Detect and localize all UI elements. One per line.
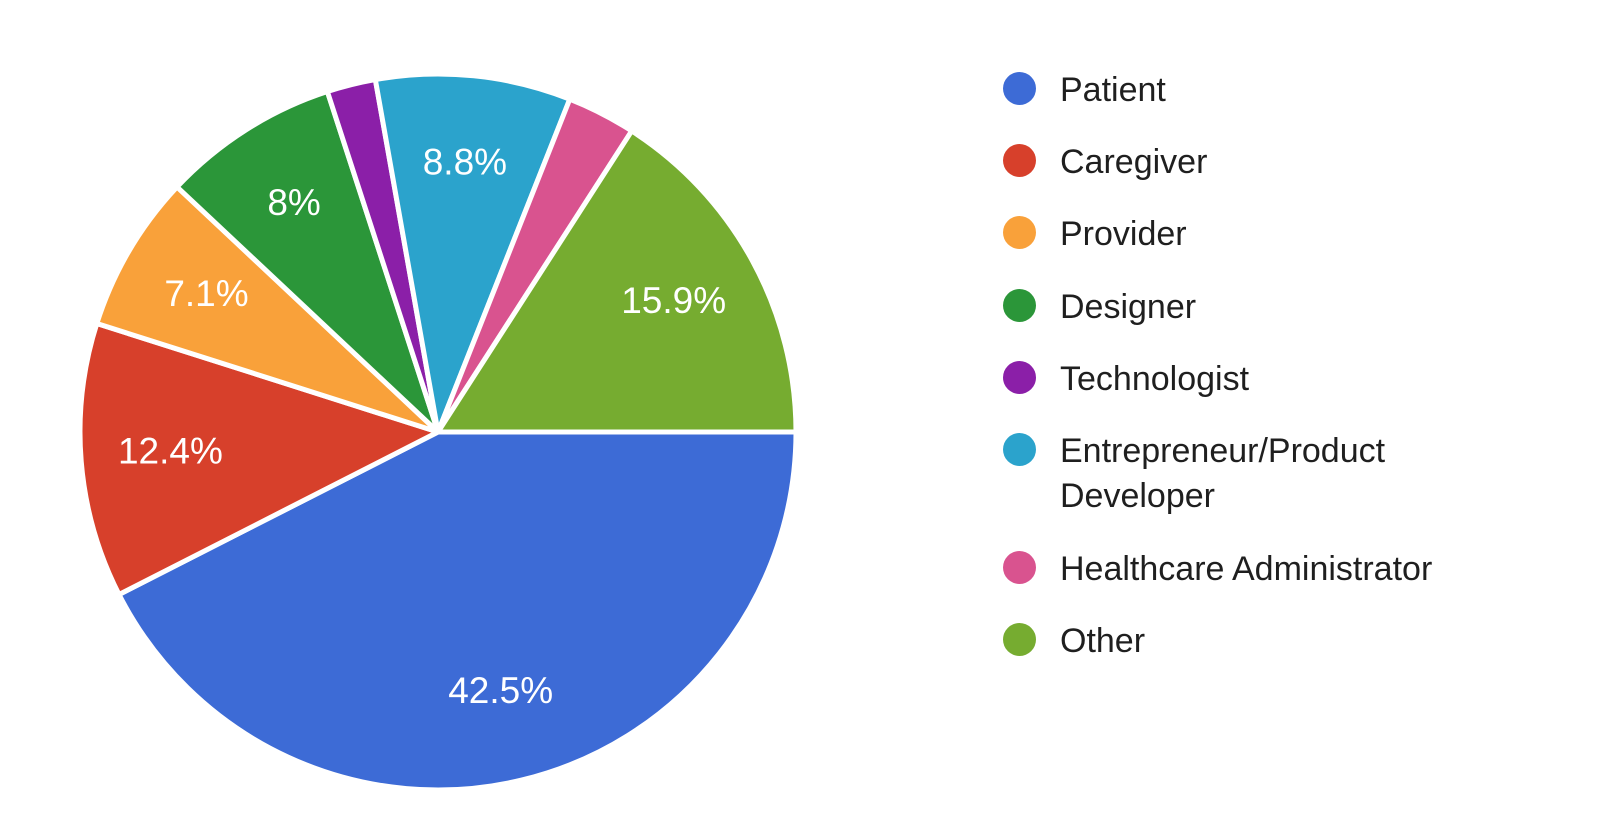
legend-item: Provider xyxy=(1003,212,1520,257)
legend-swatch-icon xyxy=(1003,144,1036,178)
slice-percent-label: 8.8% xyxy=(423,142,507,183)
legend-label: Technologist xyxy=(1060,359,1250,398)
legend-item: Entrepreneur/Product Developer xyxy=(1003,429,1520,519)
legend-label: Designer xyxy=(1060,287,1197,326)
legend-label: Provider xyxy=(1060,215,1187,254)
slice-percent-label: 8% xyxy=(267,182,320,223)
legend-label: Other xyxy=(1060,621,1146,660)
slice-percent-label: 7.1% xyxy=(164,273,248,314)
pie-slice-provider xyxy=(94,184,441,435)
pie-chart: 42.5% 12.4% 7.1% 8% 8.8% 15.9% xyxy=(77,71,799,793)
chart-legend: Patient Caregiver Provider Designer Technolo… xyxy=(1003,68,1520,664)
legend-label: Caregiver xyxy=(1060,143,1208,182)
legend-label: Healthcare Administrator xyxy=(1060,549,1433,588)
legend-item: Designer xyxy=(1003,285,1520,330)
pie-slice-patient xyxy=(116,429,799,793)
legend-swatch-icon xyxy=(1003,550,1036,584)
pie-slice-designer xyxy=(174,89,441,435)
legend-label: Patient xyxy=(1060,71,1166,109)
pie-svg: 42.5% 12.4% 7.1% 8% 8.8% 15.9% xyxy=(77,71,799,793)
pie-slice-other xyxy=(435,128,799,435)
legend-swatch-icon xyxy=(1003,288,1036,322)
legend-item: Patient xyxy=(1003,68,1520,113)
legend-item: Healthcare Administrator xyxy=(1003,547,1520,592)
pie-slice-caregiver xyxy=(77,321,441,598)
legend-item: Other xyxy=(1003,619,1520,664)
legend-swatch-icon xyxy=(1003,216,1036,250)
legend-swatch-icon xyxy=(1003,72,1036,105)
slice-percent-label: 42.5% xyxy=(448,670,553,711)
slice-percent-label: 12.4% xyxy=(118,431,223,472)
legend-item: Technologist xyxy=(1003,357,1520,402)
slice-percent-label: 15.9% xyxy=(621,280,726,321)
legend-swatch-icon xyxy=(1003,360,1036,394)
legend-item: Caregiver xyxy=(1003,140,1520,185)
legend-label: Entrepreneur/Product Developer xyxy=(1060,432,1386,516)
pie-slice-entrepreneur-product-developer xyxy=(372,71,573,435)
legend-swatch-icon xyxy=(1003,622,1036,656)
legend-swatch-icon xyxy=(1003,433,1036,467)
